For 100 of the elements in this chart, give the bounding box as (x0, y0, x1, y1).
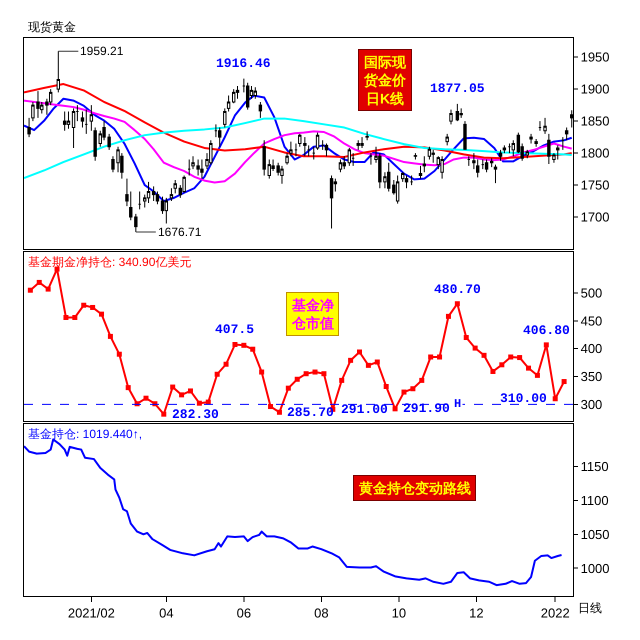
candlestick (356, 140, 360, 150)
line-series (24, 118, 573, 180)
candlestick (369, 152, 373, 166)
annotation: 1916.46 (216, 56, 271, 71)
candlestick (188, 158, 191, 176)
candlestick (191, 156, 195, 170)
y-tick-label: 1700 (580, 210, 610, 225)
candlestick (36, 90, 40, 118)
chart-title: 现货黄金 (28, 20, 76, 34)
candlestick (125, 178, 129, 207)
candlestick (428, 146, 432, 160)
y-tick-label: 1850 (580, 114, 610, 129)
y-tick-label: 1050 (580, 526, 610, 542)
candlestick (218, 127, 222, 148)
x-tick-label: 10 (392, 606, 406, 621)
y-tick-label: 1800 (580, 146, 610, 161)
x-tick-label: 08 (314, 606, 329, 621)
candlestick (543, 117, 547, 134)
y-tick-label: 1950 (580, 50, 610, 65)
candlestick (449, 109, 453, 125)
candlestick (196, 158, 200, 176)
annotation: 282.30 (172, 407, 220, 422)
candlestick (440, 156, 444, 180)
candlestick (209, 140, 213, 166)
candlestick (156, 190, 160, 205)
annotation: 291.00 (341, 402, 388, 417)
candlestick (338, 158, 342, 173)
candlestick (404, 174, 408, 189)
annotation: 285.70 (287, 405, 334, 420)
x-tick-label: 2021/02 (68, 606, 115, 621)
candlestick (564, 127, 568, 141)
candlestick (508, 143, 512, 154)
x-tick-label: 06 (236, 606, 252, 621)
annotation: 1676.71 (158, 225, 202, 239)
y-tick-label: 500 (580, 286, 602, 301)
candlestick (494, 164, 498, 184)
candlestick (445, 133, 449, 146)
y-tick-label: 450 (580, 313, 602, 328)
candlestick (432, 149, 435, 164)
y-tick-label: 300 (580, 396, 602, 412)
candlestick (360, 136, 364, 148)
ref-line-label: H (454, 397, 462, 411)
candlestick (280, 165, 284, 184)
candlestick (254, 86, 257, 100)
candlestick (463, 120, 467, 150)
candlestick (561, 136, 565, 150)
candlestick (529, 133, 533, 144)
y-tick-label: 1100 (580, 492, 609, 508)
x-tick-label: 12 (469, 606, 484, 621)
candlestick (56, 50, 60, 93)
candlestick (146, 181, 150, 204)
x-tick-label: 2022 (540, 606, 570, 621)
annotation: 291.90 (403, 401, 450, 416)
candlestick (414, 152, 418, 160)
annotation: 国际现货金价日K线 (363, 54, 407, 106)
y-tick-label: 400 (580, 341, 602, 356)
candlestick (164, 197, 168, 224)
candlestick (396, 174, 400, 204)
candlestick (66, 111, 70, 130)
candlestick (111, 156, 115, 173)
chart-title: 基金持仓: 1019.440↑, (28, 427, 142, 441)
candlestick (84, 109, 88, 134)
y-tick-label: 1000 (580, 560, 610, 576)
candlestick (365, 130, 369, 141)
candlestick (258, 101, 262, 118)
candlestick (72, 108, 76, 148)
candlestick (481, 158, 484, 170)
candlestick (498, 149, 502, 162)
chart-title: 基金期金净持仓: 340.90亿美元 (28, 255, 192, 269)
x-tick-label: 04 (159, 606, 174, 621)
line-series (24, 438, 563, 586)
candlestick (410, 174, 414, 186)
annotation: 1877.05 (430, 81, 485, 96)
candlestick (459, 108, 463, 118)
candlestick (236, 85, 240, 100)
candlestick (538, 120, 542, 132)
candlestick (62, 111, 66, 132)
candlestick (456, 103, 460, 122)
y-tick-label: 1900 (580, 82, 610, 97)
candlestick (467, 156, 470, 166)
annotation: 1959.21 (80, 44, 124, 58)
annotation: 黄金持仓变动路线 (358, 480, 471, 496)
candlestick (246, 82, 250, 110)
y-tick-label: 350 (580, 369, 602, 384)
candlestick (80, 111, 84, 128)
annotation: 406.80 (523, 323, 570, 338)
annotation: 407.5 (215, 322, 254, 337)
candlestick (152, 186, 156, 202)
candlestick (534, 138, 538, 148)
y-tick-label: 1750 (580, 178, 610, 193)
annotation: 310.00 (500, 391, 548, 406)
candlestick (138, 190, 142, 210)
text: 日线 (578, 601, 602, 615)
annotation: 基金净仓市值 (291, 297, 334, 332)
annotation: 480.70 (434, 282, 482, 297)
y-tick-label: 1150 (580, 459, 609, 474)
candlestick (556, 144, 560, 160)
candlestick (324, 143, 328, 157)
candlestick (200, 158, 204, 180)
candlestick (330, 174, 334, 230)
